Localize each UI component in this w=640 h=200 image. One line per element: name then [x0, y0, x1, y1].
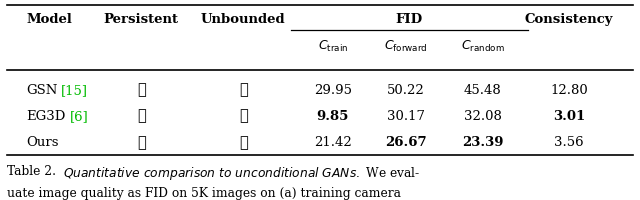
Text: FID: FID — [396, 13, 423, 26]
Text: 9.85: 9.85 — [317, 110, 349, 123]
Text: Model: Model — [26, 13, 72, 26]
Text: ✓: ✓ — [137, 83, 145, 97]
Text: 26.67: 26.67 — [385, 136, 427, 149]
Text: ✗: ✗ — [239, 83, 248, 97]
Text: 50.22: 50.22 — [387, 84, 425, 97]
Text: $C_{\mathrm{train}}$: $C_{\mathrm{train}}$ — [317, 39, 348, 54]
Text: 21.42: 21.42 — [314, 136, 351, 149]
Text: uate image quality as FID on 5K images on (a) training camera: uate image quality as FID on 5K images o… — [7, 187, 401, 200]
Text: $C_{\mathrm{random}}$: $C_{\mathrm{random}}$ — [461, 39, 505, 54]
Text: ✓: ✓ — [137, 110, 145, 124]
Text: 23.39: 23.39 — [462, 136, 504, 149]
Text: ✓: ✓ — [137, 136, 145, 150]
Text: Table 2.: Table 2. — [7, 165, 56, 178]
Text: $C_{\mathrm{forward}}$: $C_{\mathrm{forward}}$ — [385, 39, 428, 54]
Text: 3.01: 3.01 — [553, 110, 585, 123]
Text: ✗: ✗ — [239, 110, 248, 124]
Text: ✓: ✓ — [239, 136, 248, 150]
Text: 45.48: 45.48 — [464, 84, 502, 97]
Text: 3.56: 3.56 — [554, 136, 584, 149]
Text: Unbounded: Unbounded — [201, 13, 285, 26]
Text: GSN: GSN — [26, 84, 58, 97]
Text: Consistency: Consistency — [525, 13, 613, 26]
Text: Ours: Ours — [26, 136, 59, 149]
Text: Persistent: Persistent — [104, 13, 179, 26]
Text: 30.17: 30.17 — [387, 110, 425, 123]
Text: [6]: [6] — [70, 110, 88, 123]
Text: 29.95: 29.95 — [314, 84, 352, 97]
Text: [15]: [15] — [61, 84, 88, 97]
Text: 32.08: 32.08 — [464, 110, 502, 123]
Text: $\mathit{Quantitative\ comparison\ to\ unconditional\ GANs.}$ We eval-: $\mathit{Quantitative\ comparison\ to\ u… — [63, 165, 420, 182]
Text: EG3D: EG3D — [26, 110, 66, 123]
Text: 12.80: 12.80 — [550, 84, 588, 97]
